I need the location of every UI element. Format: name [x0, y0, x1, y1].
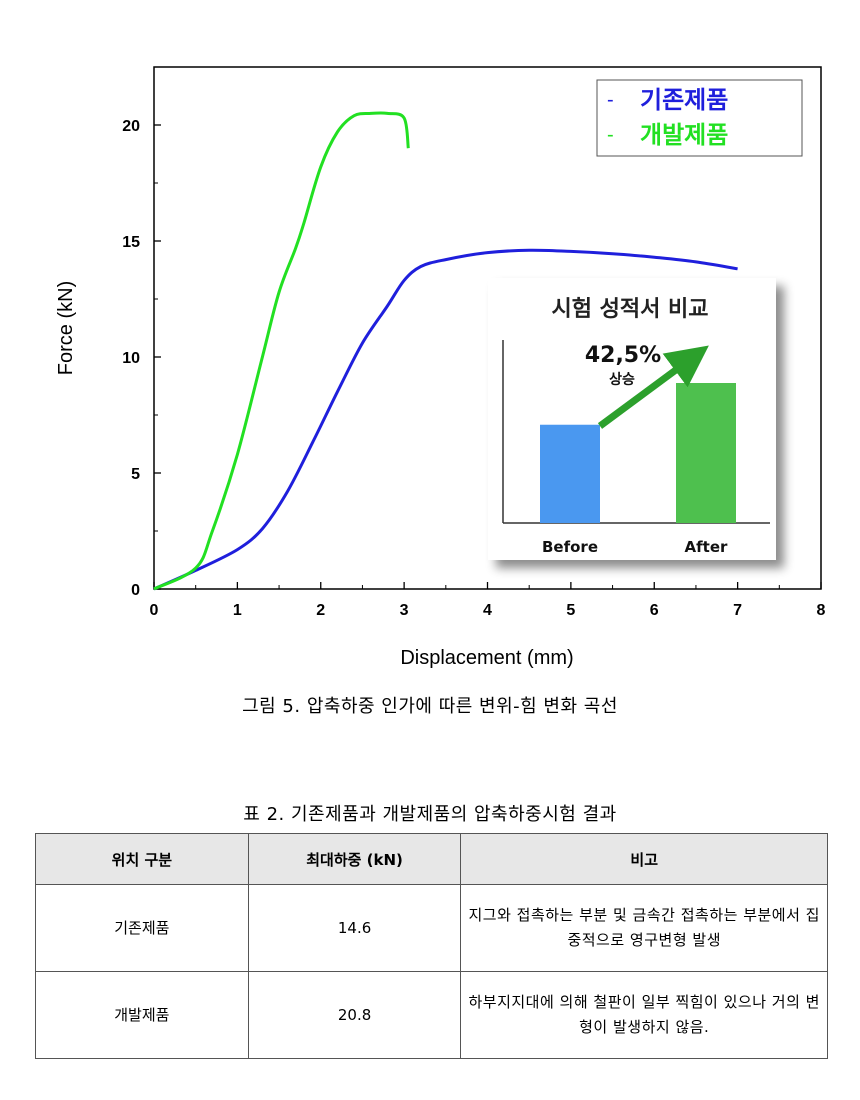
results-table: 위치 구분 최대하중 (kN) 비고 기존제품 14.6 지그와 접촉하는 부분…	[35, 833, 828, 1059]
x-tick-label: 6	[650, 602, 659, 619]
x-tick-label: 4	[483, 602, 492, 619]
cell-max-load: 14.6	[247, 884, 462, 972]
increase-arrow	[597, 345, 709, 429]
legend-entry-2: 개발제품	[640, 121, 728, 149]
header-position: 위치 구분	[35, 833, 249, 885]
header-note: 비고	[460, 833, 828, 885]
y-tick-label: 15	[122, 234, 140, 251]
legend-dash-1: -	[607, 89, 614, 111]
x-tick-label: 5	[566, 602, 575, 619]
table-row: 개발제품 20.8 하부지지대에 의해 철판이 일부 찍힘이 있으나 거의 변형…	[35, 971, 828, 1059]
cell-position: 개발제품	[35, 971, 249, 1059]
x-tick-label: 7	[733, 602, 742, 619]
y-axis-label: Force (kN)	[55, 281, 77, 375]
series-line-1	[153, 248, 738, 591]
inset-title: 시험 성적서 비교	[552, 296, 709, 322]
y-tick-label: 5	[131, 466, 140, 483]
x-tick-label: 0	[150, 602, 159, 619]
x-axis-label: Displacement (mm)	[400, 647, 573, 669]
y-tick-label: 10	[122, 350, 140, 367]
cell-position: 기존제품	[35, 884, 249, 972]
cell-note: 지그와 접촉하는 부분 및 금속간 접촉하는 부분에서 집중적으로 영구변형 발…	[460, 884, 828, 972]
inset-bar-after	[676, 383, 736, 523]
legend-dash-2: -	[607, 124, 614, 146]
x-tick-label: 3	[400, 602, 409, 619]
x-tick-label: 1	[233, 602, 242, 619]
cell-max-load: 20.8	[247, 971, 462, 1059]
y-tick-label: 0	[131, 582, 140, 599]
series-line-2	[153, 111, 410, 591]
legend-entry-1: 기존제품	[640, 86, 728, 114]
legend: - 기존제품 - 개발제품	[596, 79, 803, 157]
inset-category-label: After	[685, 538, 728, 556]
table-row: 기존제품 14.6 지그와 접촉하는 부분 및 금속간 접촉하는 부분에서 집중…	[35, 884, 828, 972]
inset-category-label: Before	[542, 538, 598, 556]
inset-increase-label: 상승	[609, 372, 635, 388]
force-displacement-figure: 0 1 2 3 4 5 6 7 8 0 5 10 15 20 Displacement (mm) Forc…	[55, 66, 826, 669]
inset-percentage: 42,5%	[585, 343, 661, 368]
inset-bar-before	[540, 424, 600, 523]
x-tick-label: 2	[316, 602, 325, 619]
y-tick-label: 20	[122, 118, 140, 135]
cell-note: 하부지지대에 의해 철판이 일부 찍힘이 있으나 거의 변형이 발생하지 않음.	[460, 971, 828, 1059]
inset-panel: 시험 성적서 비교 Before After 42,5% 상승	[488, 278, 776, 560]
x-tick-label: 8	[817, 602, 826, 619]
table-header-row: 위치 구분 최대하중 (kN) 비고	[35, 833, 828, 885]
figure-caption: 그림 5. 압축하중 인가에 따른 변위-힘 변화 곡선	[242, 696, 618, 717]
header-max-load: 최대하중 (kN)	[247, 833, 462, 885]
table-caption: 표 2. 기존제품과 개발제품의 압축하중시험 결과	[243, 804, 617, 825]
